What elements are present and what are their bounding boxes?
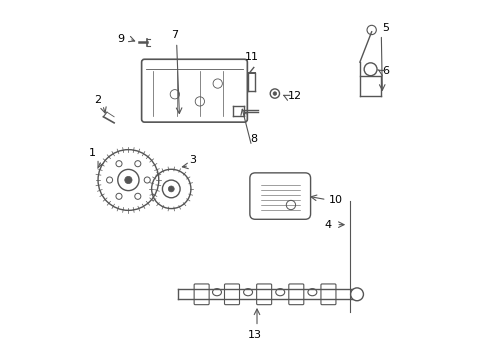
- Text: 3: 3: [189, 156, 196, 165]
- Text: 4: 4: [324, 220, 331, 230]
- Circle shape: [272, 92, 276, 95]
- Text: 1: 1: [89, 148, 96, 158]
- Text: 13: 13: [248, 330, 262, 341]
- Text: 2: 2: [94, 95, 101, 105]
- Text: 7: 7: [171, 30, 178, 40]
- Text: 6: 6: [381, 66, 388, 76]
- Circle shape: [168, 186, 174, 192]
- Text: 11: 11: [244, 52, 258, 62]
- Circle shape: [124, 176, 132, 184]
- Text: 10: 10: [328, 195, 342, 204]
- Text: 9: 9: [118, 34, 124, 44]
- Text: 12: 12: [287, 91, 301, 101]
- Text: 8: 8: [249, 134, 257, 144]
- Text: 5: 5: [381, 23, 388, 33]
